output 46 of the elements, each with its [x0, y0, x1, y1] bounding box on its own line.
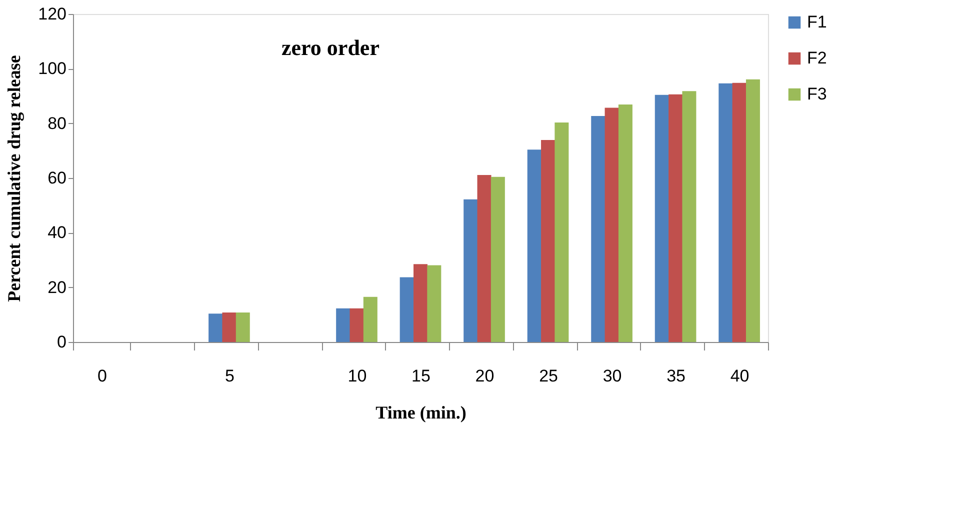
x-tick-label: 5 — [224, 366, 234, 386]
y-tick-label: 80 — [48, 114, 66, 133]
legend-label: F2 — [807, 48, 827, 68]
bar — [718, 83, 733, 342]
y-tick-label: 120 — [38, 4, 66, 24]
bar — [654, 94, 669, 342]
legend-label: F1 — [807, 12, 827, 32]
bar — [363, 296, 378, 342]
x-tick-label: 35 — [666, 366, 686, 386]
bar — [477, 174, 492, 342]
bar — [222, 312, 236, 342]
bar — [208, 314, 223, 342]
y-tick-label: 0 — [57, 332, 66, 352]
bar — [541, 140, 556, 342]
y-tick-label: 60 — [48, 168, 66, 188]
bar — [336, 308, 350, 342]
bar — [527, 150, 542, 342]
bar — [464, 199, 478, 342]
x-axis-title: Time (min.) — [376, 402, 466, 422]
x-tick-label: 40 — [730, 366, 750, 386]
bar — [682, 91, 696, 342]
bar — [350, 308, 364, 342]
bar — [604, 108, 619, 342]
x-tick-label: 0 — [97, 366, 107, 386]
legend-label: F3 — [807, 84, 827, 104]
bar — [618, 104, 632, 342]
bar — [668, 94, 683, 342]
x-tick-label: 30 — [602, 366, 622, 386]
x-tick-label: 25 — [539, 366, 558, 386]
bar — [236, 312, 250, 342]
text: zero order — [282, 35, 380, 60]
bar — [490, 176, 505, 342]
x-tick-label: 15 — [412, 366, 430, 386]
y-axis-title: Percent cumulative drug release — [4, 55, 24, 302]
bar — [746, 79, 760, 342]
bar — [414, 264, 428, 342]
y-tick-label: 20 — [48, 278, 66, 297]
x-tick-label: 20 — [475, 366, 494, 386]
bar — [400, 277, 414, 342]
bar — [591, 116, 606, 342]
bar — [554, 122, 569, 342]
bar — [732, 82, 746, 342]
x-tick-label: 10 — [348, 366, 367, 386]
y-tick-label: 40 — [48, 223, 66, 242]
y-tick-label: 100 — [38, 59, 66, 78]
bar — [427, 265, 442, 342]
